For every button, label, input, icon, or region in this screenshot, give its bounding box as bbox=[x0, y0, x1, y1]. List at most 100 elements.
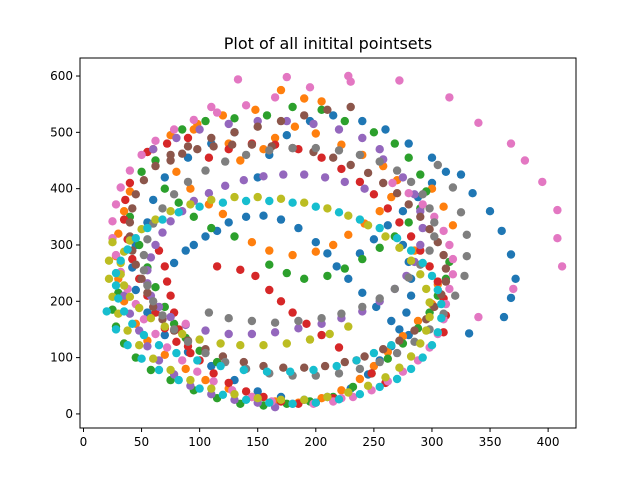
scatter-point bbox=[363, 168, 373, 178]
scatter-point bbox=[474, 118, 483, 128]
scatter-point bbox=[288, 308, 297, 317]
scatter-point bbox=[474, 312, 483, 322]
scatter-point bbox=[128, 319, 137, 328]
scatter-point bbox=[294, 223, 303, 233]
scatter-point bbox=[404, 189, 413, 198]
scatter-point bbox=[520, 156, 530, 165]
scatter-point bbox=[437, 314, 446, 323]
scatter-point bbox=[230, 114, 239, 123]
scatter-point bbox=[201, 116, 210, 126]
scatter-point bbox=[355, 364, 365, 374]
scatter-point bbox=[406, 232, 416, 241]
scatter-point bbox=[209, 142, 218, 151]
scatter-point bbox=[406, 291, 416, 300]
scatter-point bbox=[143, 288, 152, 297]
scatter-point bbox=[445, 93, 454, 102]
scatter-point bbox=[154, 302, 164, 312]
scatter-point bbox=[369, 235, 379, 244]
y-tick-label: 200 bbox=[50, 294, 73, 308]
scatter-point bbox=[538, 177, 547, 187]
scatter-point bbox=[404, 218, 413, 227]
scatter-point bbox=[456, 170, 466, 179]
scatter-point bbox=[309, 365, 318, 375]
scatter-point bbox=[125, 166, 135, 175]
scatter-point bbox=[195, 202, 204, 211]
scatter-point bbox=[290, 122, 300, 131]
scatter-point bbox=[381, 125, 390, 134]
scatter-point bbox=[379, 178, 388, 188]
scatter-point bbox=[288, 250, 297, 260]
scatter-point bbox=[511, 274, 520, 283]
scatter-point bbox=[323, 105, 332, 115]
scatter-point bbox=[236, 156, 245, 165]
scatter-point bbox=[265, 146, 274, 155]
scatter-point bbox=[149, 195, 158, 205]
scatter-point bbox=[160, 322, 169, 331]
scatter-point bbox=[114, 294, 123, 303]
scatter-point bbox=[111, 250, 121, 260]
scatter-point bbox=[441, 264, 451, 273]
scatter-point bbox=[111, 325, 121, 334]
scatter-point bbox=[325, 329, 334, 339]
scatter-point bbox=[160, 184, 169, 193]
scatter-point bbox=[404, 153, 413, 162]
scatter-point bbox=[276, 395, 286, 404]
scatter-point bbox=[139, 266, 149, 275]
scatter-point bbox=[375, 357, 384, 367]
scatter-point bbox=[201, 348, 210, 358]
scatter-point bbox=[425, 262, 434, 271]
scatter-point bbox=[276, 297, 286, 306]
scatter-point bbox=[119, 307, 129, 316]
scatter-point bbox=[337, 164, 346, 174]
scatter-point bbox=[149, 297, 158, 306]
scatter-point bbox=[344, 388, 353, 397]
scatter-point bbox=[169, 258, 179, 268]
scatter-point bbox=[151, 215, 160, 224]
scatter-point bbox=[305, 335, 315, 344]
x-axis: 0 50 100 150 200 250 300 350 400 bbox=[80, 428, 560, 449]
x-tick-label: 0 bbox=[80, 435, 88, 449]
y-tick-label: 500 bbox=[50, 125, 73, 139]
scatter-point bbox=[367, 369, 376, 378]
scatter-point bbox=[174, 375, 183, 385]
scatter-point bbox=[104, 274, 114, 283]
y-tick-label: 400 bbox=[50, 182, 73, 196]
scatter-point bbox=[162, 139, 172, 148]
scatter-point bbox=[369, 348, 379, 358]
y-tick-label: 0 bbox=[65, 407, 73, 421]
scatter-point bbox=[340, 116, 349, 126]
scatter-point bbox=[360, 352, 369, 361]
scatter-point bbox=[334, 125, 344, 134]
scatter-point bbox=[323, 204, 332, 213]
scatter-point bbox=[506, 139, 516, 148]
scatter-point bbox=[241, 387, 251, 396]
scatter-point bbox=[309, 119, 318, 129]
scatter-point bbox=[111, 268, 121, 278]
scatter-point bbox=[166, 217, 175, 226]
scatter-point bbox=[139, 176, 149, 185]
scatter-point bbox=[282, 339, 291, 348]
scatter-point bbox=[340, 264, 349, 273]
scatter-point bbox=[137, 354, 146, 363]
x-tick-label: 200 bbox=[304, 435, 327, 449]
scatter-point bbox=[317, 105, 326, 115]
scatter-point bbox=[172, 167, 181, 176]
scatter-point bbox=[143, 223, 152, 233]
scatter-point bbox=[123, 245, 132, 254]
scatter-point bbox=[395, 325, 404, 334]
scatter-point bbox=[230, 390, 239, 399]
scatter-point bbox=[406, 246, 416, 255]
scatter-point bbox=[193, 145, 202, 154]
scatter-point bbox=[135, 240, 144, 250]
scatter-point bbox=[239, 365, 248, 375]
scatter-point bbox=[340, 357, 349, 367]
scatter-point bbox=[433, 285, 442, 295]
scatter-point bbox=[259, 172, 268, 181]
scatter-point bbox=[276, 215, 286, 224]
scatter-point bbox=[288, 143, 297, 153]
scatter-point bbox=[125, 292, 135, 301]
scatter-point bbox=[344, 274, 353, 283]
scatter-point bbox=[178, 356, 187, 365]
x-tick-label: 400 bbox=[537, 435, 560, 449]
scatter-point bbox=[207, 195, 216, 205]
